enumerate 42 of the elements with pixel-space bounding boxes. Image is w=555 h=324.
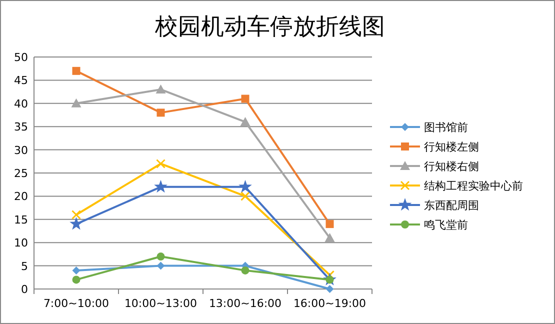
- y-tick-label: 35: [14, 120, 28, 134]
- y-tick-label: 0: [21, 283, 28, 296]
- x-tick-label: 10:00~13:00: [124, 297, 198, 310]
- point: [241, 266, 250, 274]
- y-tick-label: 25: [14, 167, 28, 180]
- y-tick-label: 50: [14, 51, 28, 64]
- y-tick-label: 45: [14, 74, 28, 88]
- point: [70, 217, 83, 230]
- legend-label: 鸣飞堂前: [424, 218, 468, 232]
- point: [240, 116, 250, 126]
- legend-label: 行知楼右侧: [424, 160, 479, 173]
- y-tick-label: 5: [21, 260, 28, 273]
- point: [72, 210, 81, 220]
- point: [241, 94, 250, 103]
- y-tick-label: 15: [14, 213, 28, 226]
- point: [240, 191, 250, 201]
- point: [72, 66, 80, 75]
- point: [72, 266, 80, 274]
- legend-label: 行知楼左侧: [424, 140, 479, 154]
- y-tick-label: 40: [14, 97, 28, 110]
- point: [156, 262, 165, 270]
- point: [156, 158, 166, 168]
- point: [326, 285, 334, 293]
- y-tick-label: 20: [14, 190, 28, 204]
- x-tick-label: 7:00~10:00: [43, 297, 110, 310]
- point: [71, 98, 82, 108]
- y-tick-label: 30: [14, 144, 28, 157]
- point: [238, 180, 252, 193]
- x-tick-label: 13:00~16:00: [208, 297, 282, 310]
- point: [154, 180, 168, 193]
- legend-label: 东西配周围: [424, 199, 479, 212]
- point: [156, 84, 166, 94]
- point: [72, 276, 80, 284]
- legend-label: 结构工程实验中心前: [424, 180, 523, 192]
- point: [156, 108, 165, 117]
- point: [324, 232, 335, 242]
- chart-title: 校园机动车停放折线图: [154, 14, 385, 40]
- point: [326, 220, 334, 228]
- point: [156, 252, 165, 261]
- legend-label: 图书馆前: [424, 121, 468, 134]
- y-tick-label: 10: [14, 236, 28, 250]
- x-tick-label: 16:00~19:00: [293, 297, 366, 310]
